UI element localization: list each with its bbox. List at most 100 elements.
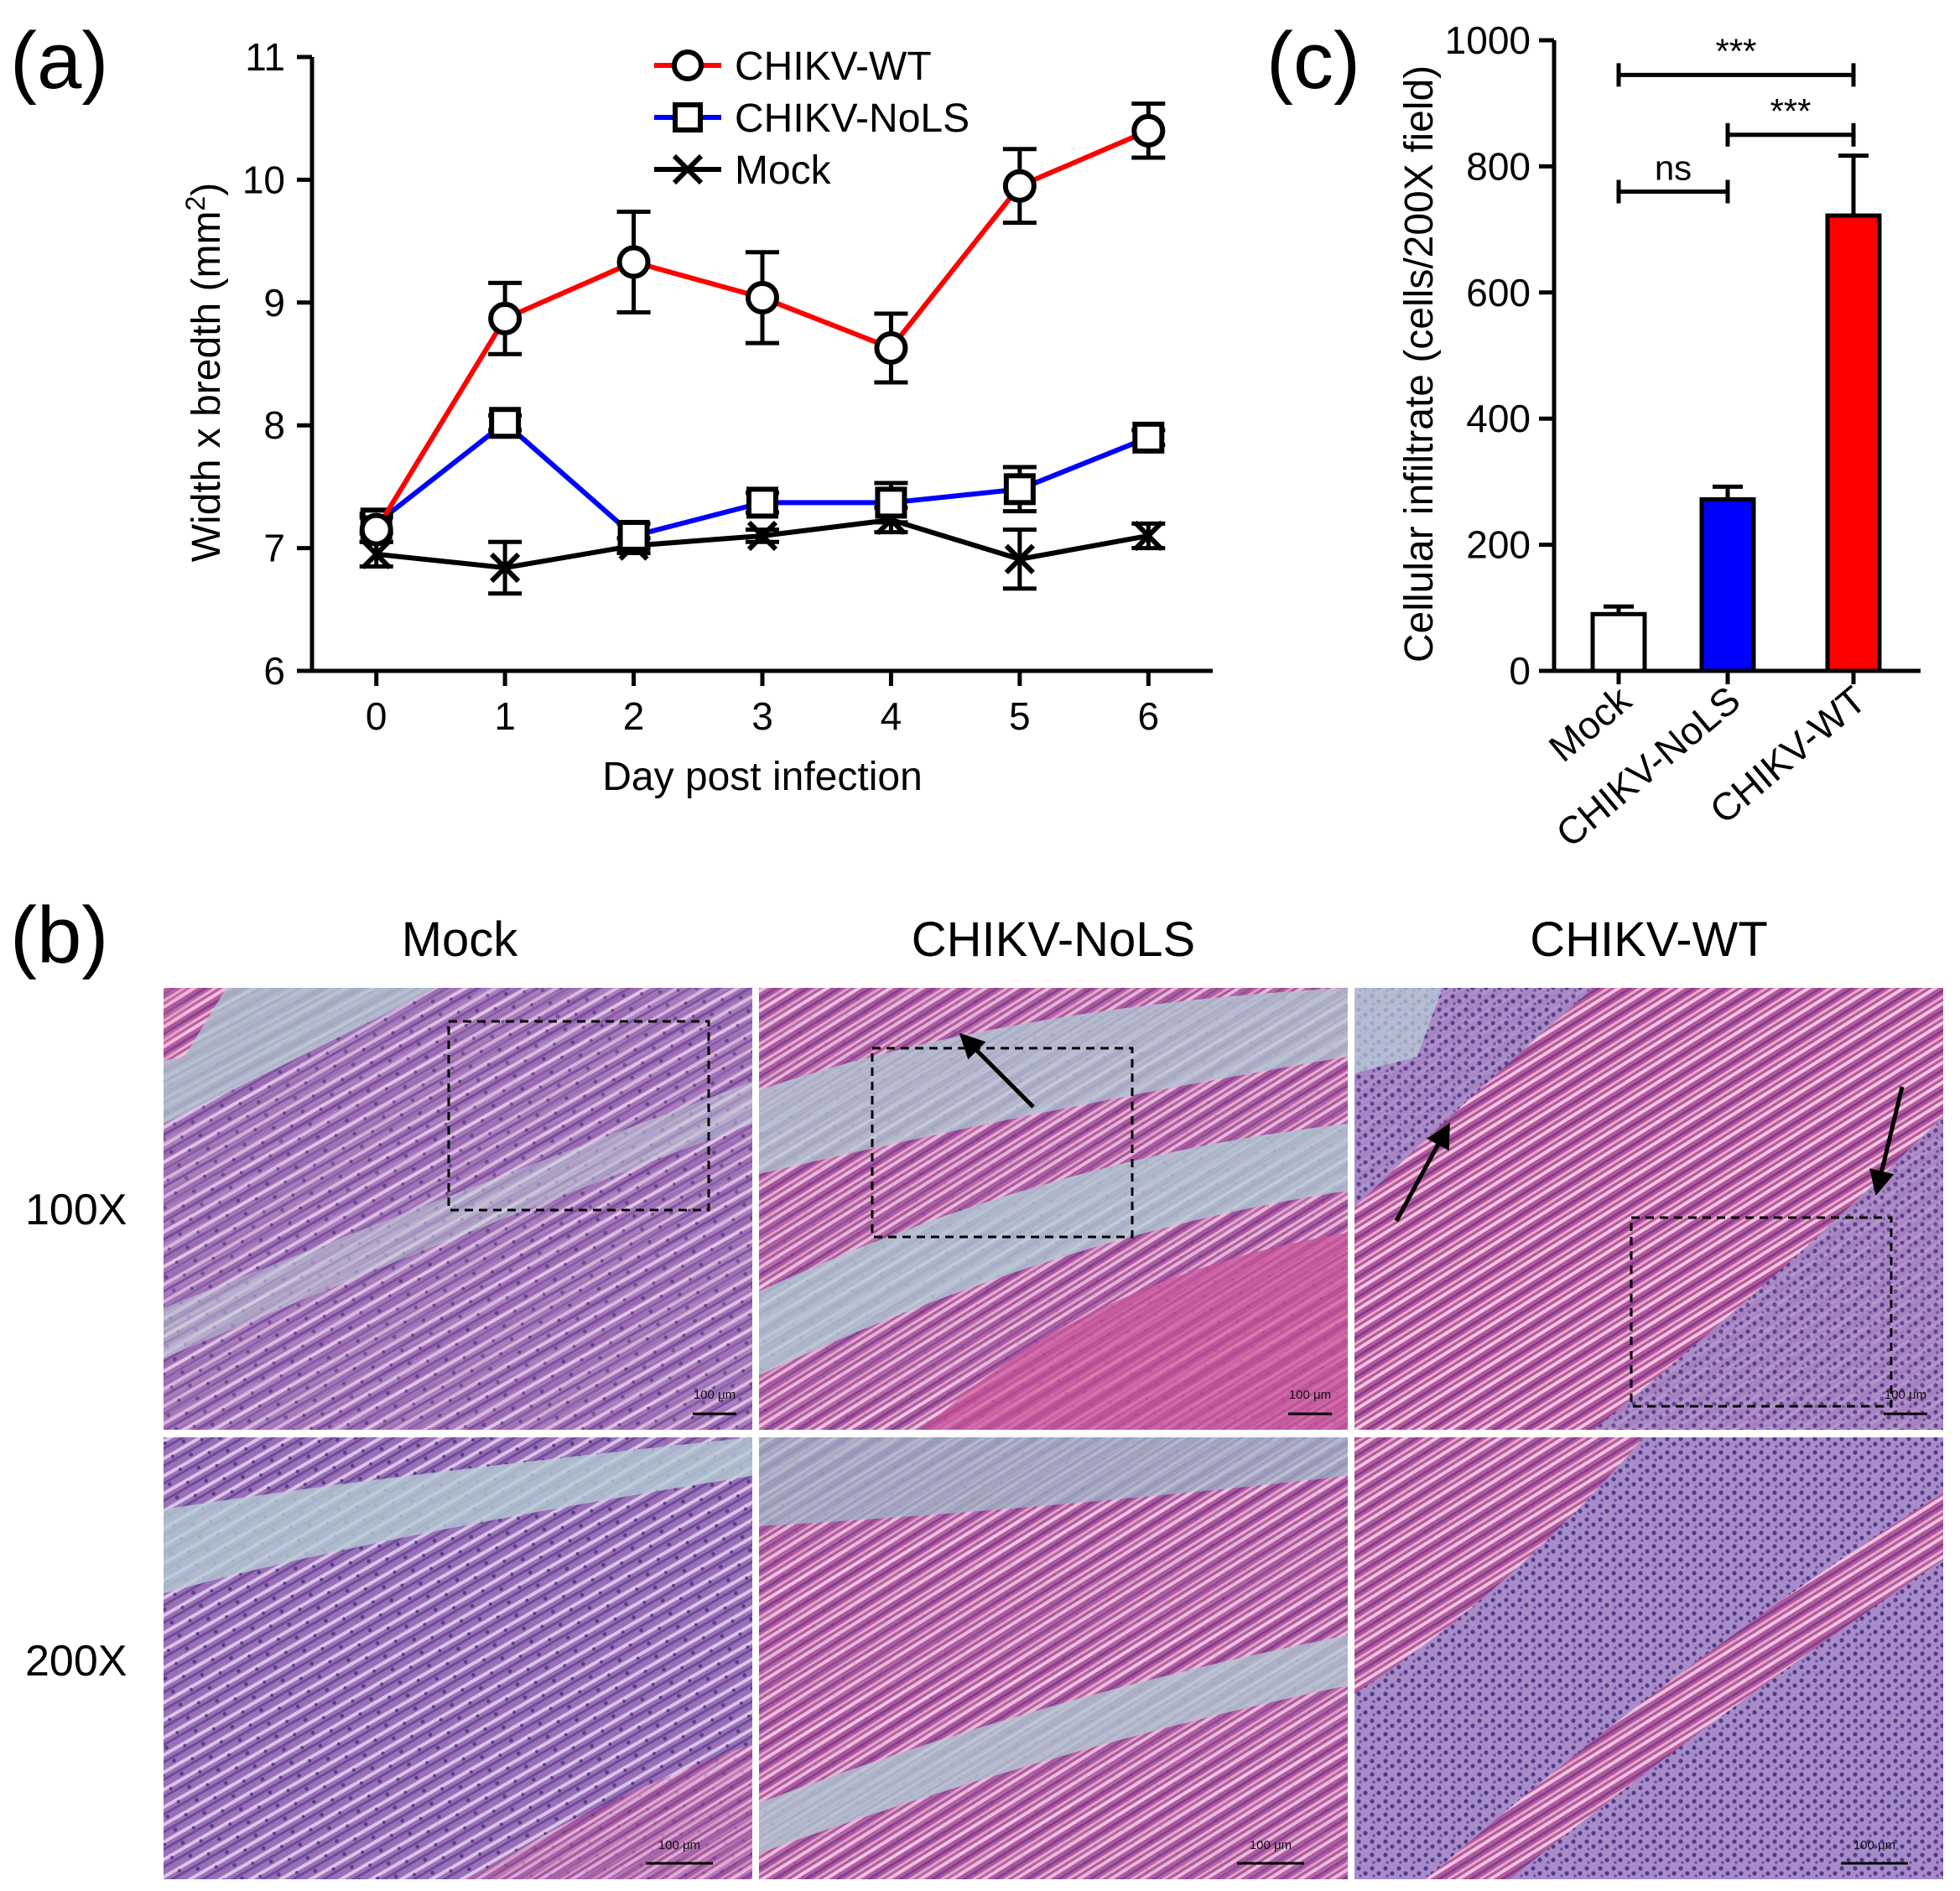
legend-label: CHIKV-WT bbox=[735, 44, 932, 89]
bar-y-tick-label: 1000 bbox=[1445, 18, 1531, 62]
series-chikv-wt bbox=[359, 101, 1166, 547]
micrograph-wt-100x bbox=[1354, 988, 1943, 1430]
panel-label-a: (a) bbox=[10, 16, 108, 106]
y-tick-label: 10 bbox=[242, 158, 285, 201]
micrograph-wt-200x bbox=[1354, 1437, 1943, 1879]
row-title-100x: 100X bbox=[25, 1186, 127, 1234]
x-tick-label: 3 bbox=[751, 694, 773, 738]
data-point-circle bbox=[1002, 169, 1037, 203]
y-tick-label: 9 bbox=[263, 281, 285, 325]
line-chart-series bbox=[359, 101, 1166, 596]
bar-y-tick-label: 600 bbox=[1466, 271, 1531, 314]
data-point-circle bbox=[1131, 113, 1166, 148]
bar-category-label: CHIKV-NoLS bbox=[1547, 678, 1748, 855]
x-tick-label: 2 bbox=[623, 694, 645, 738]
series-chikv-nols bbox=[359, 407, 1166, 552]
scalebar-label-nols-200x: 100 μm bbox=[1250, 1838, 1292, 1852]
significance-brackets: *** *** ns bbox=[1616, 31, 1856, 204]
legend-item-chikv-wt: CHIKV-WT bbox=[654, 44, 932, 89]
data-point-x bbox=[1133, 520, 1164, 552]
data-point-square bbox=[1003, 473, 1036, 506]
y-tick-label: 8 bbox=[263, 403, 285, 447]
scalebar-label-mock-200x: 100 μm bbox=[658, 1838, 700, 1852]
series-mock bbox=[359, 504, 1166, 596]
arrow-wt-left bbox=[1394, 1122, 1450, 1223]
line-chart-swelling: 6 7 8 9 10 11 0 1 2 3 4 5 6 Day post infection Widt… bbox=[180, 35, 1213, 799]
inset-box-mock bbox=[447, 1020, 710, 1212]
y-axis-title-main: Width x bredth (mm bbox=[185, 211, 229, 563]
micrograph-grid: Mock CHIKV-NoLS CHIKV-WT 100X 200X 100 μ… bbox=[25, 912, 1943, 1879]
scalebar-label-wt-100x: 100 μm bbox=[1885, 1388, 1926, 1402]
scalebar-label-nols-100x: 100 μm bbox=[1289, 1388, 1331, 1402]
legend-item-mock: Mock bbox=[654, 148, 832, 193]
line-chart-y-ticks: 6 7 8 9 10 11 bbox=[242, 35, 312, 693]
bar-chart-bars bbox=[1590, 153, 1882, 684]
x-tick-label: 4 bbox=[881, 694, 902, 738]
arrow-nols bbox=[959, 1032, 1035, 1109]
significance-bracket: *** bbox=[1616, 31, 1856, 87]
y-tick-label: 6 bbox=[263, 649, 285, 693]
data-point-square bbox=[489, 407, 522, 439]
data-point-square bbox=[617, 519, 650, 552]
y-axis-title: Width x bredth (mm2) bbox=[180, 183, 229, 563]
micrograph-nols-100x bbox=[759, 988, 1348, 1430]
data-point-square bbox=[1132, 421, 1165, 454]
legend-label: CHIKV-NoLS bbox=[735, 96, 970, 141]
micrograph-nols-200x bbox=[759, 1437, 1348, 1879]
x-tick-label: 1 bbox=[494, 694, 516, 738]
panel-label-b: (b) bbox=[10, 891, 108, 980]
data-point-circle bbox=[616, 245, 651, 279]
row-title-200x: 200X bbox=[25, 1637, 127, 1686]
y-tick-label: 11 bbox=[245, 35, 285, 79]
micrograph-mock-200x bbox=[164, 1437, 752, 1879]
bar-rect bbox=[1699, 496, 1756, 673]
significance-label: *** bbox=[1770, 91, 1811, 131]
x-tick-label: 5 bbox=[1009, 694, 1031, 738]
bar-mock bbox=[1590, 604, 1647, 684]
inset-box-wt bbox=[1630, 1216, 1893, 1408]
significance-bracket: *** bbox=[1725, 91, 1856, 147]
bar-rect bbox=[1825, 213, 1882, 673]
data-point-circle bbox=[359, 512, 393, 547]
column-title-nols: CHIKV-NoLS bbox=[912, 912, 1195, 967]
bar-chikv-wt bbox=[1825, 153, 1882, 684]
bar-y-tick-label: 0 bbox=[1509, 649, 1531, 693]
data-point-circle bbox=[874, 330, 908, 365]
panel-label-c: (c) bbox=[1266, 16, 1360, 106]
bar-chikv-nols bbox=[1699, 484, 1756, 684]
bar-y-tick-label: 200 bbox=[1466, 523, 1531, 567]
legend-marker-x bbox=[672, 153, 704, 185]
data-point-x bbox=[746, 520, 778, 552]
column-title-mock: Mock bbox=[402, 912, 519, 967]
bar-chart-y-ticks: 0 200 400 600 800 1000 bbox=[1445, 18, 1554, 693]
bar-chart-infiltrate: 0 200 400 600 800 1000 Cellular infiltrate (c… bbox=[1397, 18, 1921, 855]
scalebar-label-mock-100x: 100 μm bbox=[694, 1388, 736, 1402]
data-point-x bbox=[490, 552, 521, 584]
data-point-square bbox=[875, 486, 907, 519]
significance-label: ns bbox=[1655, 148, 1692, 187]
bar-y-tick-label: 400 bbox=[1466, 397, 1531, 440]
line-chart-x-ticks: 0 1 2 3 4 5 6 bbox=[366, 671, 1159, 738]
column-title-wt: CHIKV-WT bbox=[1530, 912, 1768, 967]
bar-rect bbox=[1590, 611, 1647, 673]
legend-marker-square bbox=[673, 102, 703, 132]
y-axis-title-superscript: 2 bbox=[180, 196, 211, 211]
scalebar-label-wt-200x: 100 μm bbox=[1853, 1838, 1895, 1852]
y-axis-title-close: ) bbox=[185, 183, 229, 196]
data-point-square bbox=[746, 486, 778, 519]
significance-label: *** bbox=[1715, 31, 1756, 70]
inset-box-nols bbox=[871, 1047, 1134, 1239]
x-tick-label: 6 bbox=[1137, 694, 1159, 738]
chart-legend: CHIKV-WT CHIKV-NoLS Mock bbox=[654, 44, 970, 193]
bar-category-label: Mock bbox=[1541, 677, 1640, 770]
significance-bracket: ns bbox=[1616, 148, 1730, 204]
data-point-circle bbox=[746, 280, 779, 314]
data-point-x bbox=[361, 538, 392, 570]
data-point-x bbox=[1004, 543, 1035, 574]
y-tick-label: 7 bbox=[263, 527, 285, 570]
legend-item-chikv-nols: CHIKV-NoLS bbox=[654, 96, 970, 141]
x-axis-title: Day post infection bbox=[602, 755, 923, 799]
legend-label: Mock bbox=[735, 148, 832, 193]
